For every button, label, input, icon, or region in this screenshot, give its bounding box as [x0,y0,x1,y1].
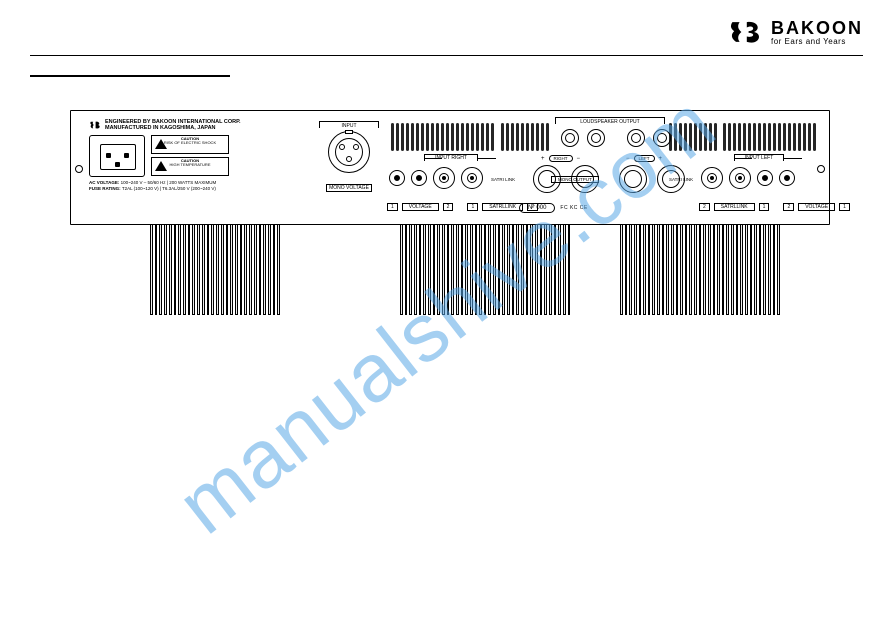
bnc-jack [729,167,751,189]
vent-slots [391,123,496,151]
rating-text: AC VOLTAGE: 100~240 V – 50/60 Hz | 200 W… [89,180,304,192]
brand-logo-icon [727,18,763,46]
bnc-jack [701,167,723,189]
input-left-label: INPUT LEFT [719,155,799,161]
corp-line2: MANUFACTURED IN KAGOSHIMA, JAPAN [105,125,241,131]
input-left-jacks [701,167,795,189]
vent-slots [501,123,551,151]
loudspeaker-label: LOUDSPEAKER OUTPUT [555,117,665,124]
rca-jack [411,170,427,186]
iec-inlet [89,135,145,177]
vent-slots [723,123,818,151]
binding-post [653,129,671,147]
cert-badges: FC KC CE [560,205,587,211]
caution-shock: CAUTION RISK OF ELECTRIC SHOCK [151,135,229,154]
binding-post [587,129,605,147]
heatsink [150,225,280,315]
rca-jack [389,170,405,186]
info-block: ENGINEERED BY BAKOON INTERNATIONAL CORP.… [89,119,304,192]
xlr-connector [328,131,370,173]
mono-output-label: MONO OUTPUT [551,177,599,182]
voltage-left-nums: 2 SATRLLINK 1 2 VOLTAGE 1 [699,203,850,211]
mini-logo-icon [89,120,101,130]
binding-post [627,129,645,147]
channel-right-marker: + RIGHT − [541,155,580,162]
input-label: INPUT [319,121,379,128]
rca-jack [757,170,773,186]
bnc-jack [433,167,455,189]
mono-input-group: INPUT MONO VOLTAGE [319,121,379,194]
corp-text: ENGINEERED BY BAKOON INTERNATIONAL CORP.… [89,119,304,131]
caution-temp: CAUTION HIGH TEMPERATURE [151,157,229,176]
bnc-jack [461,167,483,189]
mono-output-post [619,165,647,193]
rca-jack [779,170,795,186]
channel-left-marker: − LEFT + [626,155,662,162]
heatsink [400,225,570,315]
input-right-jacks [389,167,483,189]
mono-voltage-label: MONO VOLTAGE [326,184,372,192]
input-right-label: INPUT RIGHT [411,155,491,161]
brand-tagline: for Ears and Years [771,37,863,46]
rear-panel: ENGINEERED BY BAKOON INTERNATIONAL CORP.… [70,110,830,225]
voltage-right-nums: 1 VOLTAGE 2 1 SATRLLINK 2 [387,203,538,211]
heatsink [620,225,780,315]
brand-block: BAKOON for Ears and Years [727,18,863,46]
serial-row: N° 000 FC KC CE [519,203,588,213]
binding-post [561,129,579,147]
brand-name: BAKOON [771,19,863,37]
satri-link-r: SATRI LINK [491,177,515,182]
satri-link-l: SATRI LINK [669,177,693,182]
divider-short [30,75,230,77]
vent-slots [669,123,719,151]
divider-top [30,55,863,56]
